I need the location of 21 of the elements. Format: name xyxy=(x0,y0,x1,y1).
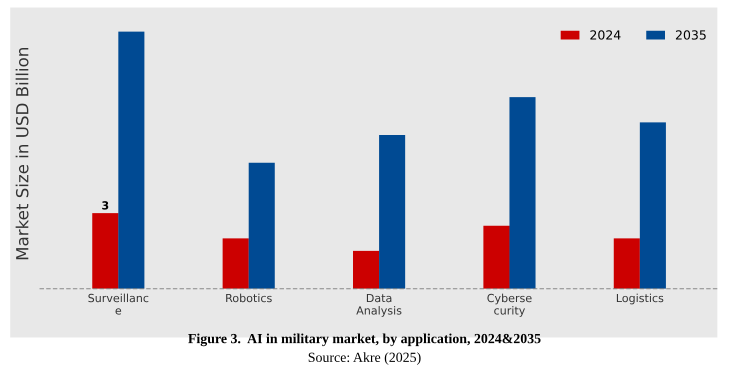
x-tick-label: Robotics xyxy=(226,294,272,302)
legend-label: 2035 xyxy=(676,30,706,40)
bar xyxy=(222,238,249,289)
data-label: 3 xyxy=(102,201,108,210)
legend-label: 2024 xyxy=(590,30,621,40)
y-axis-title: Market Size in USD Billion xyxy=(16,48,29,260)
bar xyxy=(509,97,536,289)
bar xyxy=(640,122,666,289)
x-tick-label: Surveillanc e xyxy=(88,294,148,315)
x-tick-label: Cyberse curity xyxy=(487,294,532,317)
bar xyxy=(118,32,144,289)
bar xyxy=(614,238,640,289)
bar xyxy=(353,250,380,289)
source-note: Source: Akre (2025) xyxy=(308,352,421,365)
text: Figure 3. AI in military market, by application, 2024&2035 xyxy=(188,333,541,346)
bar xyxy=(248,162,275,289)
x-tick-label: Data Analysis xyxy=(356,294,402,317)
bar xyxy=(379,134,406,289)
bar xyxy=(92,213,118,289)
x-tick-label: Logistics xyxy=(616,294,664,304)
bar xyxy=(483,226,510,289)
